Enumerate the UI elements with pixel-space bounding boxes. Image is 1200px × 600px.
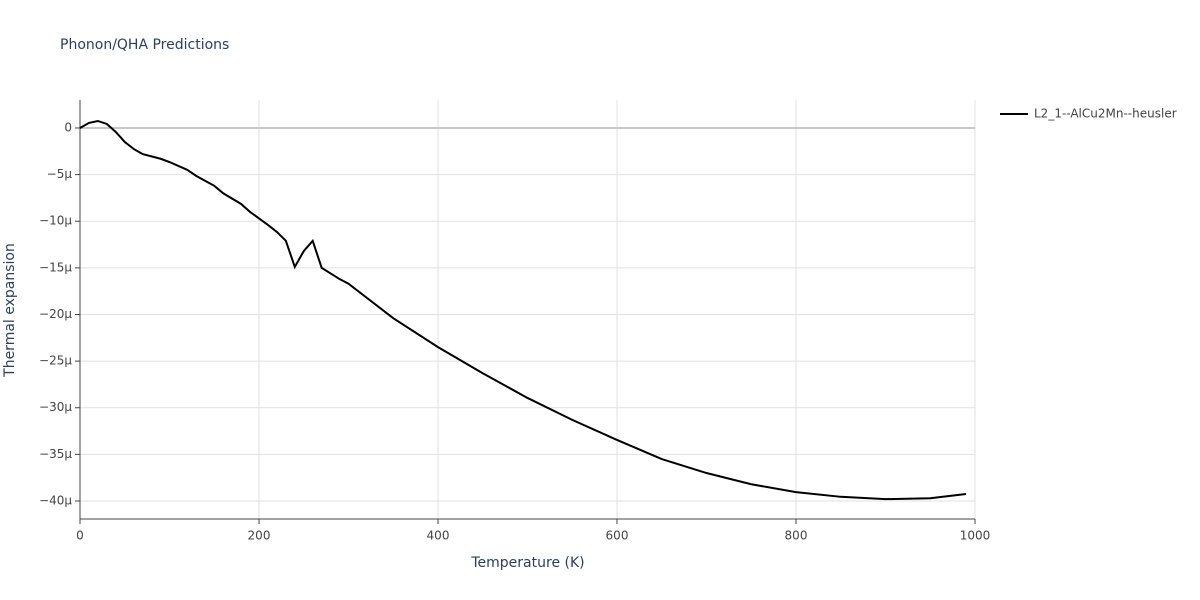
- x-tick-label: 800: [785, 529, 808, 543]
- y-tick-label: 0: [64, 120, 72, 134]
- x-tick-label: 0: [76, 529, 84, 543]
- y-tick-label: −10µ: [39, 214, 72, 228]
- y-axis-title: Thermal expansion: [2, 243, 18, 378]
- x-tick-label: 1000: [960, 529, 991, 543]
- chart-title: Phonon/QHA Predictions: [60, 37, 229, 53]
- x-tick-label: 400: [427, 529, 450, 543]
- y-tick-label: −20µ: [39, 307, 72, 321]
- y-tick-label: −30µ: [39, 400, 72, 414]
- y-tick-label: −35µ: [39, 447, 72, 461]
- x-axis-title: Temperature (K): [470, 555, 584, 571]
- y-tick-label: −25µ: [39, 354, 72, 368]
- x-tick-label: 600: [606, 529, 629, 543]
- y-tick-label: −15µ: [39, 260, 72, 274]
- legend-label: L2_1--AlCu2Mn--heusler: [1034, 107, 1177, 121]
- y-tick-label: −40µ: [39, 494, 72, 508]
- data-line: [79, 119, 967, 501]
- y-tick-label: −5µ: [47, 167, 73, 181]
- x-tick-label: 200: [248, 529, 271, 543]
